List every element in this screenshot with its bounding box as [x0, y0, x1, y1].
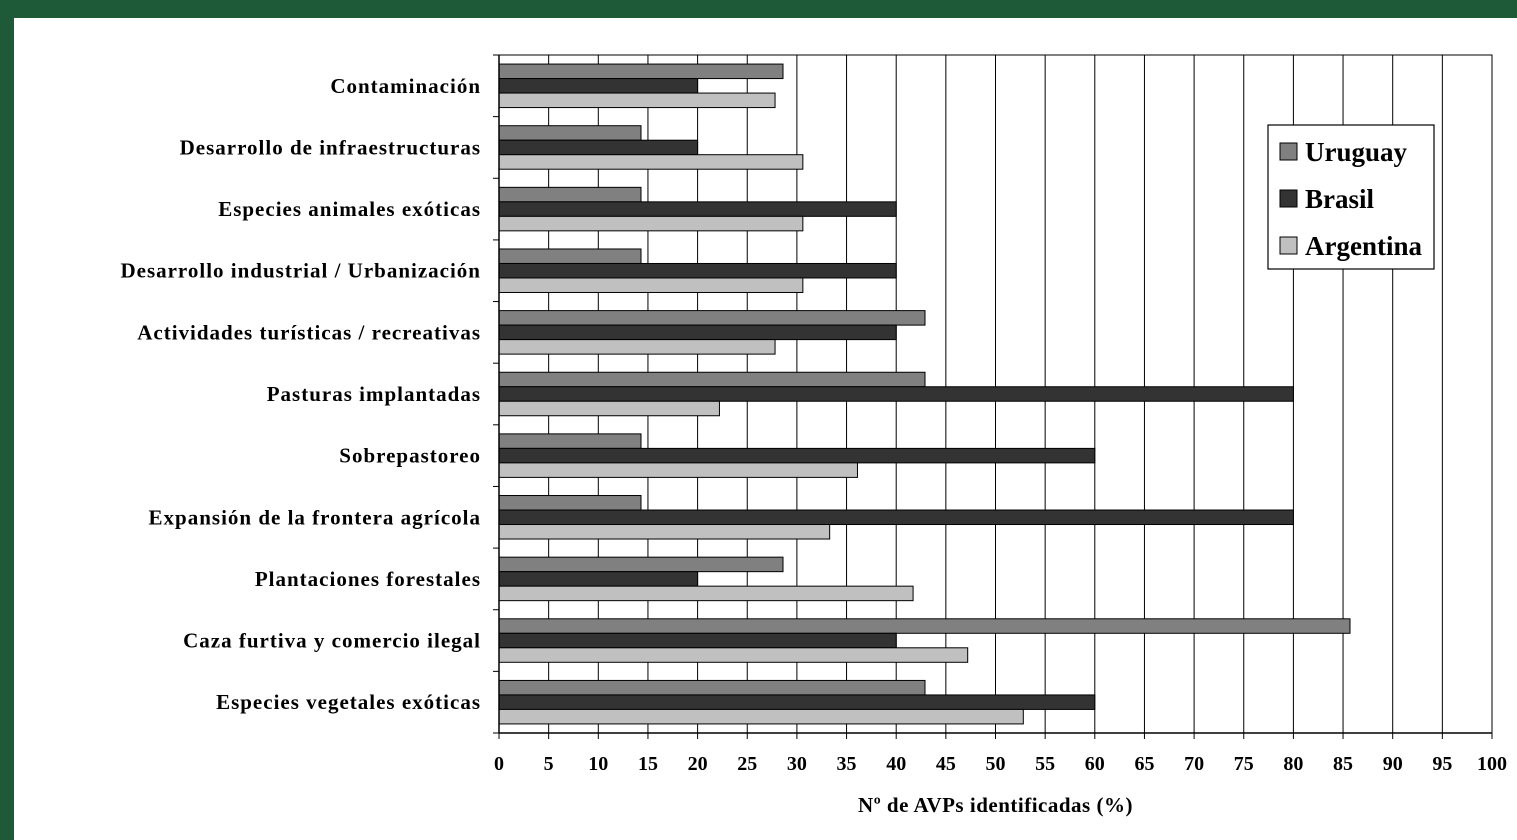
category-label: Caza furtiva y comercio ilegal — [183, 629, 481, 653]
x-axis-title: Nº de AVPs identificadas (%) — [858, 793, 1133, 817]
bar-uruguay — [498, 186, 642, 203]
bar-uruguay — [498, 125, 642, 141]
legend: Uruguay Brasil Argentina — [1267, 124, 1435, 270]
bar-uruguay — [498, 310, 926, 326]
x-tick-label: 65 — [1134, 753, 1154, 775]
bar-argentina — [498, 154, 804, 170]
category-label: Plantaciones forestales — [255, 567, 481, 591]
x-tick-label: 0 — [494, 753, 504, 775]
category-label: Especies vegetales exóticas — [216, 690, 481, 714]
bar-brasil — [498, 694, 1096, 710]
bar-brasil — [498, 386, 1294, 402]
axes — [493, 54, 1493, 739]
x-tick-label: 35 — [837, 753, 857, 775]
legend-swatch-brasil — [1279, 189, 1298, 208]
bar-brasil — [498, 509, 1294, 526]
bar-argentina — [498, 708, 1024, 725]
bar-uruguay — [498, 433, 642, 449]
x-tick-label: 15 — [638, 753, 658, 775]
bars — [498, 63, 1351, 725]
bar-brasil — [498, 447, 1096, 464]
legend-swatch-uruguay — [1279, 142, 1298, 161]
bar-brasil — [498, 324, 897, 341]
x-tick-label: 100 — [1477, 753, 1507, 775]
bar-argentina — [498, 92, 776, 109]
bar-uruguay — [498, 248, 642, 264]
x-tick-label: 5 — [544, 753, 554, 775]
bar-argentina — [498, 400, 720, 417]
bar-uruguay — [498, 556, 784, 573]
bar-brasil — [498, 262, 897, 279]
x-tick-label: 85 — [1333, 753, 1353, 775]
bar-brasil — [498, 632, 897, 649]
category-label: Actividades turísticas / recreativas — [137, 320, 481, 344]
bar-brasil — [498, 201, 897, 217]
bar-brasil — [498, 78, 699, 94]
legend-label-brasil: Brasil — [1305, 184, 1375, 214]
bar-brasil — [498, 139, 699, 156]
bar-argentina — [498, 462, 858, 478]
x-tick-label: 80 — [1283, 753, 1303, 775]
x-tick-label: 60 — [1085, 753, 1105, 775]
x-tick-label: 95 — [1432, 753, 1452, 775]
x-tick-label: 70 — [1184, 753, 1204, 775]
category-label: Sobrepastoreo — [339, 444, 481, 468]
category-label: Expansión de la frontera agrícola — [149, 505, 481, 529]
bar-uruguay — [498, 495, 642, 511]
bar-uruguay — [498, 371, 926, 388]
slide-panel: Contaminación Desarrollo de infraestructu… — [14, 18, 1517, 840]
category-label: Desarrollo de infraestructuras — [180, 135, 481, 159]
x-tick-label: 90 — [1383, 753, 1403, 775]
bar-chart: Contaminación Desarrollo de infraestructu… — [120, 54, 1507, 817]
bar-argentina — [498, 524, 831, 540]
bar-argentina — [498, 585, 914, 602]
legend-label-uruguay: Uruguay — [1305, 137, 1408, 167]
x-tick-label: 40 — [886, 753, 906, 775]
legend-label-argentina: Argentina — [1305, 231, 1422, 261]
x-tick-label: 45 — [936, 753, 956, 775]
legend-swatch-argentina — [1279, 236, 1298, 255]
bar-argentina — [498, 647, 969, 663]
x-tick-labels: 0 5 10 15 20 25 30 35 40 45 50 55 60 65 70 75 80 85 90 95 10… — [494, 753, 1507, 775]
x-tick-label: 30 — [787, 753, 807, 775]
x-tick-label: 10 — [588, 753, 608, 775]
category-label: Desarrollo industrial / Urbanización — [120, 259, 481, 283]
x-tick-label: 50 — [986, 753, 1006, 775]
category-label: Pasturas implantadas — [267, 382, 481, 406]
category-label: Especies animales exóticas — [218, 197, 481, 221]
bar-argentina — [498, 277, 804, 293]
bar-uruguay — [498, 679, 926, 696]
bar-uruguay — [498, 618, 1351, 634]
bar-argentina — [498, 215, 804, 232]
x-tick-label: 25 — [737, 753, 757, 775]
x-tick-label: 75 — [1234, 753, 1254, 775]
bar-uruguay — [498, 63, 784, 80]
bar-argentina — [498, 339, 776, 355]
bar-brasil — [498, 571, 699, 587]
x-tick-label: 20 — [688, 753, 708, 775]
category-label: Contaminación — [330, 74, 481, 98]
legend-items: Uruguay Brasil Argentina — [1279, 137, 1422, 261]
x-tick-label: 55 — [1035, 753, 1055, 775]
category-labels: Contaminación Desarrollo de infraestructu… — [120, 74, 481, 714]
